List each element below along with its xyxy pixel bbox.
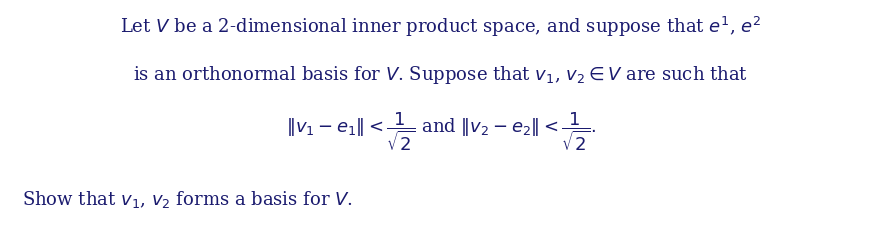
Text: Let $V$ be a 2-dimensional inner product space, and suppose that $e^1$, $e^2$: Let $V$ be a 2-dimensional inner product… bbox=[120, 15, 762, 39]
Text: Show that $v_1$, $v_2$ forms a basis for $V$.: Show that $v_1$, $v_2$ forms a basis for… bbox=[22, 189, 353, 210]
Text: is an orthonormal basis for $V$. Suppose that $v_1$, $v_2 \in V$ are such that: is an orthonormal basis for $V$. Suppose… bbox=[133, 64, 749, 86]
Text: $\|v_1 - e_1\| < \dfrac{1}{\sqrt{2}}$ and $\|v_2 - e_2\| < \dfrac{1}{\sqrt{2}}.$: $\|v_1 - e_1\| < \dfrac{1}{\sqrt{2}}$ an… bbox=[286, 110, 596, 153]
